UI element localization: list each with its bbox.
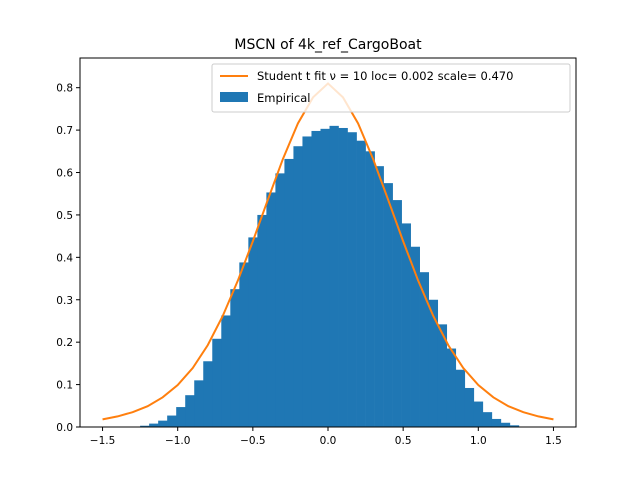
x-tick-label: 0.5: [395, 435, 412, 447]
legend: Student t fit ν = 10 loc= 0.002 scale= 0…: [211, 63, 571, 113]
histogram-bar: [257, 214, 267, 427]
histogram-bar: [275, 173, 285, 427]
histogram-bar: [347, 132, 357, 428]
y-tick-label: 0.0: [56, 422, 73, 434]
histogram-bar: [464, 387, 475, 427]
histogram-bar: [428, 299, 439, 427]
histogram-bar: [329, 125, 339, 428]
histogram-bar: [374, 166, 384, 428]
legend-bar-swatch: [220, 92, 248, 102]
histogram-bar: [194, 380, 204, 427]
histogram-bar: [149, 423, 159, 427]
histogram-bar: [320, 128, 330, 427]
histogram-bar: [158, 420, 168, 427]
histogram-bar: [401, 223, 411, 427]
histogram-bar: [455, 369, 466, 427]
histogram-bar: [230, 289, 240, 427]
histogram-bar: [419, 272, 430, 427]
histogram-bar: [482, 412, 493, 427]
histogram-bar: [293, 146, 303, 427]
y-tick-label: 0.3: [56, 295, 73, 307]
y-tick-label: 0.7: [56, 125, 73, 137]
y-tick-label: 0.4: [56, 252, 73, 264]
histogram-bar: [446, 348, 457, 427]
histogram-bar: [185, 395, 195, 427]
x-tick-label: −1.5: [90, 435, 116, 447]
histogram-bar: [140, 425, 150, 427]
histogram-bar: [176, 407, 186, 427]
x-tick-label: 0.0: [320, 435, 337, 447]
y-tick-label: 0.1: [56, 380, 73, 392]
histogram-bar: [356, 140, 366, 427]
histogram-bar: [248, 237, 258, 427]
histogram-bar: [473, 401, 484, 427]
histogram-bar: [239, 262, 249, 427]
histogram-bar: [392, 200, 402, 427]
y-tick-label: 0.8: [56, 83, 73, 95]
legend-label-student-t-fit: Student t fit ν = 10 loc= 0.002 scale= 0…: [257, 69, 513, 83]
histogram-bar: [167, 415, 177, 427]
histogram-bars: [140, 125, 529, 428]
y-tick-label: 0.6: [56, 168, 73, 180]
x-tick-label: 1.0: [470, 435, 487, 447]
histogram-bar: [221, 315, 231, 427]
histogram-bar: [410, 246, 420, 427]
histogram-bar: [500, 422, 511, 427]
axes: −1.5 −1.0 −0.5 0.0 0.5 1.0 1.5 0.0 0.1 0.2 0.3 0.4 0…: [56, 57, 577, 447]
histogram-bar: [203, 361, 213, 427]
x-tick-label: −0.5: [240, 435, 266, 447]
legend-frame: [211, 63, 571, 113]
histogram-bar: [212, 338, 222, 427]
histogram-bar: [302, 136, 312, 427]
y-tick-label: 0.5: [56, 210, 73, 222]
histogram-bar: [437, 324, 448, 427]
x-tick-label: −1.0: [165, 435, 191, 447]
histogram-bar: [365, 151, 375, 427]
histogram-bar: [284, 158, 294, 427]
chart-title: MSCN of 4k_ref_CargoBoat: [234, 37, 422, 53]
histogram-bar: [491, 418, 502, 427]
histogram-bar: [338, 127, 348, 427]
histogram-bar: [266, 192, 276, 427]
legend-label-empirical: Empirical: [257, 91, 310, 105]
histogram-bar: [311, 130, 321, 427]
histogram-bar: [383, 183, 393, 427]
histogram-bar: [509, 425, 520, 427]
y-tick-label: 0.2: [56, 337, 73, 349]
x-tick-label: 1.5: [545, 435, 562, 447]
